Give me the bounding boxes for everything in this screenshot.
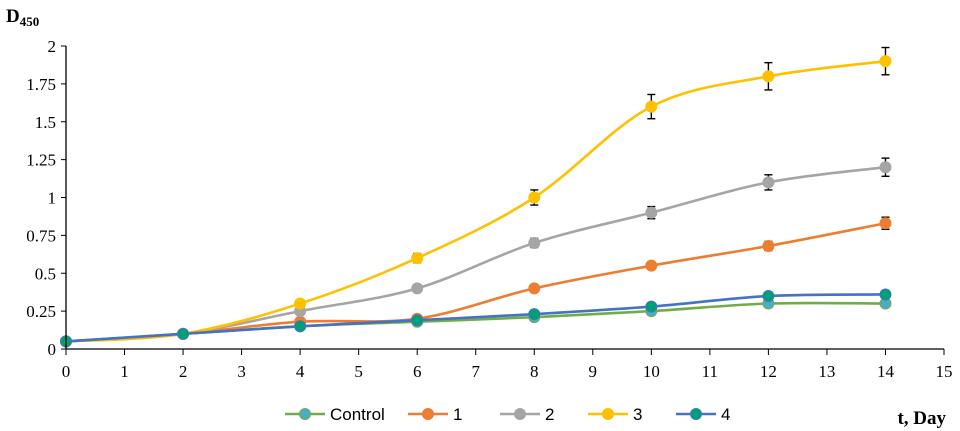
data-point <box>294 320 307 333</box>
legend-marker <box>514 408 526 420</box>
series-line <box>65 59 886 343</box>
y-axis-label-main: D <box>6 6 20 27</box>
legend-label: Control <box>330 405 385 424</box>
x-tick-label: 13 <box>818 362 835 381</box>
x-tick-label: 12 <box>760 362 777 381</box>
y-tick-label: 1 <box>48 189 57 208</box>
x-tick-label: 7 <box>471 362 480 381</box>
x-tick-label: 11 <box>702 362 718 381</box>
x-tick-label: 9 <box>589 362 598 381</box>
data-point <box>762 289 775 302</box>
y-tick-labels: 0 0.25 0.5 0.75 1 1.25 1.5 1.75 2 <box>26 37 66 359</box>
x-tick-label: 14 <box>877 362 895 381</box>
data-point <box>411 314 424 327</box>
x-tick-label: 2 <box>179 362 188 381</box>
data-point <box>528 282 541 295</box>
data-point <box>762 176 775 189</box>
series-line <box>65 221 886 343</box>
y-tick-label: 1.5 <box>35 113 56 132</box>
legend-item: 1 <box>408 405 462 424</box>
x-tick-label: 3 <box>237 362 246 381</box>
series-line <box>65 165 886 343</box>
legend-label: 1 <box>453 405 462 424</box>
legend-marker <box>602 408 614 420</box>
x-tick-label: 6 <box>413 362 422 381</box>
y-axis-label: D450 <box>6 6 39 29</box>
x-tick-label: 0 <box>62 362 71 381</box>
y-tick-label: 1.25 <box>26 151 56 170</box>
data-point <box>645 259 658 272</box>
data-point <box>294 297 307 310</box>
data-point <box>645 206 658 219</box>
series-4 <box>60 288 892 348</box>
legend-label: 4 <box>721 405 730 424</box>
data-point <box>879 55 892 68</box>
y-tick-label: 0.75 <box>26 226 56 245</box>
x-axis-label: t, Day <box>897 408 946 429</box>
y-tick-label: 0.25 <box>26 302 56 321</box>
x-tick-label: 5 <box>354 362 363 381</box>
data-point <box>177 327 190 340</box>
y-axis-label-subscript: 450 <box>20 14 40 29</box>
x-tick-label: 15 <box>936 362 953 381</box>
data-point <box>645 300 658 313</box>
legend-item: Control <box>285 405 385 424</box>
x-tick-labels: 0 1 2 3 4 5 6 7 8 9 10 11 12 13 14 15 <box>62 349 953 381</box>
legend-marker <box>690 408 702 420</box>
data-point <box>762 70 775 83</box>
data-point <box>645 100 658 113</box>
series-1 <box>60 216 892 348</box>
series-line <box>65 301 886 343</box>
y-tick-label: 2 <box>48 37 57 56</box>
legend-marker <box>422 408 434 420</box>
x-tick-label: 1 <box>120 362 129 381</box>
data-point <box>879 217 892 230</box>
data-point <box>762 239 775 252</box>
legend-item: 3 <box>588 405 642 424</box>
legend-label: 3 <box>633 405 642 424</box>
y-tick-label: 0 <box>48 340 57 359</box>
legend: Control 1 2 3 4 <box>285 405 730 424</box>
legend-label: 2 <box>545 405 554 424</box>
series-line <box>65 293 886 343</box>
y-tick-label: 1.75 <box>26 75 56 94</box>
data-point <box>879 161 892 174</box>
legend-item: 4 <box>676 405 730 424</box>
legend-marker <box>299 408 311 420</box>
x-tick-label: 10 <box>643 362 660 381</box>
y-tick-label: 0.5 <box>35 264 56 283</box>
data-point <box>411 252 424 265</box>
data-point <box>528 191 541 204</box>
data-point <box>528 236 541 249</box>
data-point <box>528 308 541 321</box>
data-point <box>879 288 892 301</box>
x-tick-label: 8 <box>530 362 539 381</box>
series-layer <box>60 46 892 348</box>
x-tick-label: 4 <box>296 362 305 381</box>
data-point <box>411 282 424 295</box>
legend-item: 2 <box>500 405 554 424</box>
